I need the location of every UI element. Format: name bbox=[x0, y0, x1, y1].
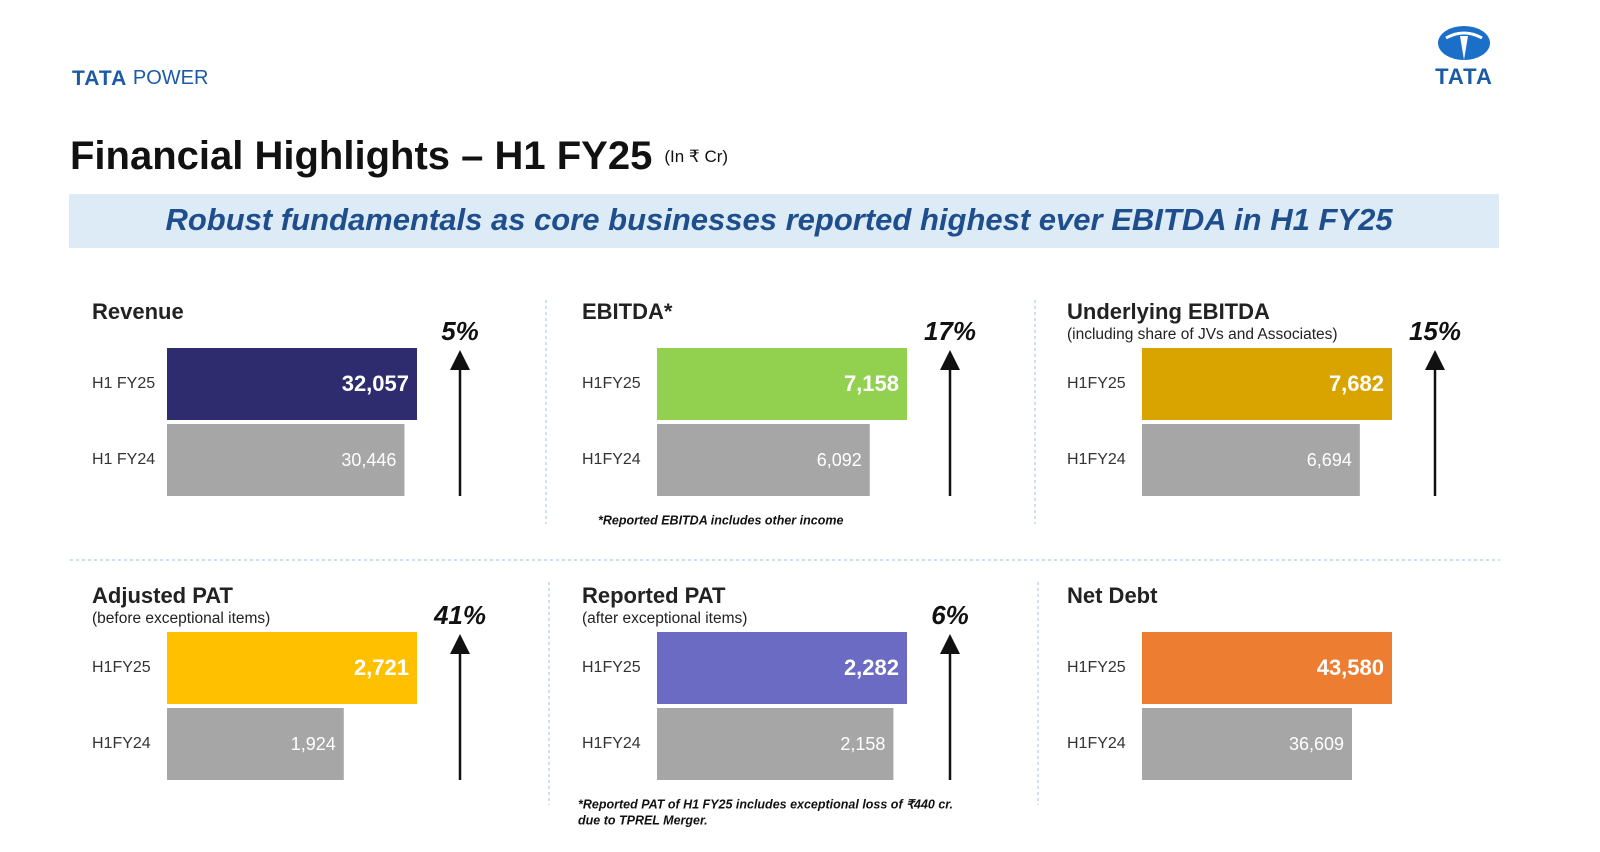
value-label: 30,446 bbox=[341, 450, 396, 470]
bar bbox=[657, 348, 907, 420]
separators bbox=[70, 300, 1500, 805]
value-label: 32,057 bbox=[342, 371, 409, 396]
value-label: 7,682 bbox=[1329, 371, 1384, 396]
value-label: 36,609 bbox=[1289, 734, 1344, 754]
value-label: 1,924 bbox=[291, 734, 336, 754]
bar bbox=[167, 632, 417, 704]
logo-right: TATA bbox=[1435, 64, 1493, 89]
logo-left: TATA POWER bbox=[72, 67, 208, 90]
panel-subtitle: (after exceptional items) bbox=[582, 610, 747, 627]
bar bbox=[167, 348, 417, 420]
logo-left-bold: TATA bbox=[72, 67, 127, 90]
footnote: *Reported PAT of H1 FY25 includes except… bbox=[578, 797, 953, 811]
bar bbox=[1142, 424, 1360, 496]
panel-title: Revenue bbox=[92, 299, 184, 324]
panel-title: Net Debt bbox=[1067, 583, 1158, 608]
tata-emblem bbox=[1438, 26, 1490, 60]
emblem-line bbox=[1445, 31, 1483, 40]
category-label: H1 FY24 bbox=[92, 451, 155, 468]
bar bbox=[1142, 708, 1353, 780]
panel-subtitle: (before exceptional items) bbox=[92, 610, 270, 627]
category-label: H1FY25 bbox=[582, 659, 641, 676]
growth-label: 17% bbox=[924, 316, 976, 346]
logo-left-rest: POWER bbox=[133, 67, 209, 89]
growth-label: 5% bbox=[441, 316, 479, 346]
panel-subtitle: (including share of JVs and Associates) bbox=[1067, 326, 1338, 343]
category-label: H1FY25 bbox=[582, 375, 641, 392]
banner-text: Robust fundamentals as core businesses r… bbox=[165, 202, 1393, 237]
category-label: H1 FY25 bbox=[92, 375, 155, 392]
footnote: due to TPREL Merger. bbox=[578, 813, 708, 827]
growth-label: 15% bbox=[1409, 316, 1461, 346]
footnote: *Reported EBITDA includes other income bbox=[598, 513, 843, 527]
value-label: 2,282 bbox=[844, 655, 899, 680]
title-text: Financial Highlights – H1 FY25 bbox=[70, 134, 652, 178]
bar bbox=[167, 708, 344, 780]
value-label: 43,580 bbox=[1317, 655, 1384, 680]
category-label: H1FY25 bbox=[1067, 659, 1126, 676]
value-label: 6,694 bbox=[1307, 450, 1352, 470]
category-label: H1FY24 bbox=[1067, 735, 1126, 752]
value-label: 2,158 bbox=[840, 734, 885, 754]
bar bbox=[657, 424, 870, 496]
bar bbox=[167, 424, 405, 496]
panel-title: Underlying EBITDA bbox=[1067, 299, 1270, 324]
banner bbox=[69, 194, 1499, 248]
growth-label: 41% bbox=[433, 600, 486, 630]
bar bbox=[1142, 632, 1392, 704]
growth-label: 6% bbox=[931, 600, 969, 630]
category-label: H1FY25 bbox=[92, 659, 151, 676]
category-label: H1FY25 bbox=[1067, 375, 1126, 392]
panel-title: Adjusted PAT bbox=[92, 583, 234, 608]
slide-title: Financial Highlights – H1 FY25 (In ₹ Cr) bbox=[70, 134, 728, 178]
value-label: 2,721 bbox=[354, 655, 409, 680]
bar bbox=[657, 632, 907, 704]
category-label: H1FY24 bbox=[1067, 451, 1126, 468]
category-label: H1FY24 bbox=[92, 735, 151, 752]
emblem-line bbox=[1460, 36, 1468, 60]
value-label: 6,092 bbox=[817, 450, 862, 470]
panel-title: Reported PAT bbox=[582, 583, 726, 608]
unit-text: (In ₹ Cr) bbox=[664, 147, 728, 166]
bar bbox=[1142, 348, 1392, 420]
value-label: 7,158 bbox=[844, 371, 899, 396]
panel-title: EBITDA* bbox=[582, 299, 673, 324]
category-label: H1FY24 bbox=[582, 735, 641, 752]
bar bbox=[657, 708, 894, 780]
category-label: H1FY24 bbox=[582, 451, 641, 468]
